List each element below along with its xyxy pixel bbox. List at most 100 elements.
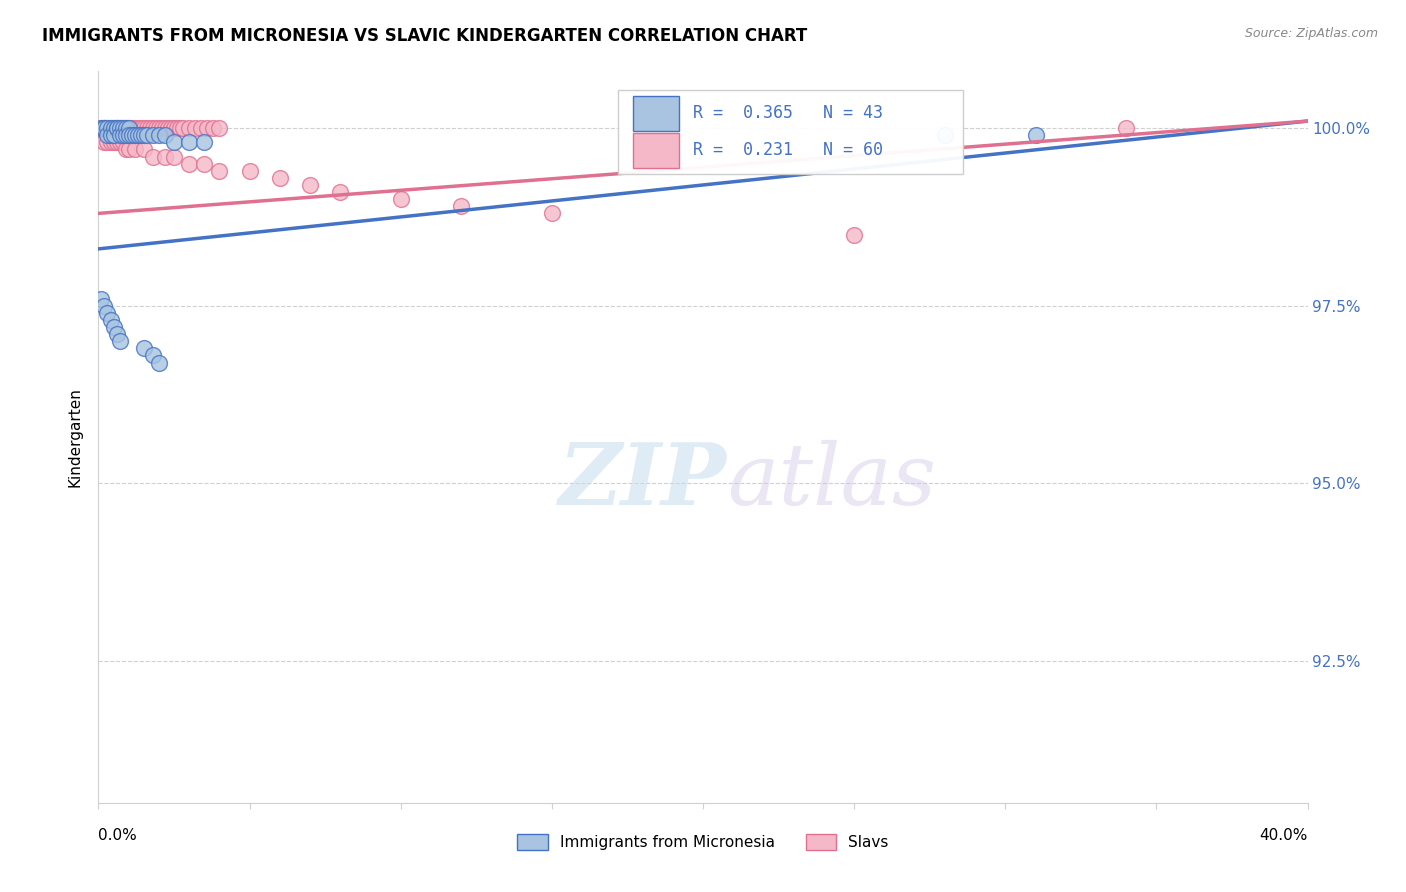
Point [90, 292, 112, 306]
Point [389, 192, 412, 206]
Point [124, 143, 146, 157]
Point [269, 170, 291, 185]
Point [132, 121, 155, 136]
Point [239, 163, 262, 178]
Point [160, 121, 183, 136]
Text: 0.0%: 0.0% [98, 828, 138, 843]
Point [129, 128, 152, 143]
Point [108, 121, 131, 136]
Point [934, 128, 956, 143]
Point [108, 334, 131, 349]
Point [193, 156, 215, 170]
Point [93, 136, 115, 150]
Point [163, 136, 186, 150]
Point [118, 128, 141, 143]
Point [124, 121, 146, 136]
Bar [633, 133, 679, 168]
Point [103, 136, 125, 150]
Point [93, 121, 115, 136]
Point [121, 121, 143, 136]
Point [121, 128, 143, 143]
Point [142, 150, 165, 164]
Point [118, 121, 141, 136]
Point [153, 121, 176, 136]
Point [172, 121, 194, 136]
Point [114, 143, 136, 157]
Point [93, 299, 115, 313]
Point [135, 121, 157, 136]
Point [179, 156, 201, 170]
Legend: Immigrants from Micronesia, Slavs: Immigrants from Micronesia, Slavs [517, 834, 889, 850]
Point [299, 178, 322, 192]
Point [132, 128, 155, 143]
Point [148, 121, 170, 136]
Point [118, 143, 141, 157]
Point [118, 121, 141, 136]
Point [93, 121, 115, 136]
Point [105, 327, 128, 342]
FancyBboxPatch shape [619, 90, 963, 174]
Point [148, 128, 170, 143]
Point [100, 128, 122, 143]
Point [114, 128, 136, 143]
Point [148, 355, 170, 369]
Point [96, 128, 118, 143]
Point [540, 206, 562, 220]
Point [202, 121, 225, 136]
Point [179, 136, 201, 150]
Point [100, 121, 122, 136]
Point [150, 121, 173, 136]
Point [114, 121, 136, 136]
Point [96, 306, 118, 320]
Text: IMMIGRANTS FROM MICRONESIA VS SLAVIC KINDERGARTEN CORRELATION CHART: IMMIGRANTS FROM MICRONESIA VS SLAVIC KIN… [42, 27, 807, 45]
Point [100, 313, 122, 327]
Point [90, 121, 112, 136]
Point [100, 121, 122, 136]
Point [129, 121, 152, 136]
Point [105, 121, 128, 136]
Point [142, 128, 165, 143]
Point [153, 128, 176, 143]
Point [1115, 121, 1137, 136]
Point [90, 121, 112, 136]
Point [184, 121, 207, 136]
Point [100, 136, 122, 150]
Point [103, 121, 125, 136]
Point [96, 121, 118, 136]
Point [127, 128, 149, 143]
Point [166, 121, 188, 136]
Point [111, 128, 134, 143]
Bar [633, 95, 679, 131]
Point [190, 121, 212, 136]
Point [193, 136, 215, 150]
Point [105, 121, 128, 136]
Point [114, 121, 136, 136]
Point [142, 121, 165, 136]
Point [163, 150, 186, 164]
Point [132, 143, 155, 157]
Text: Source: ZipAtlas.com: Source: ZipAtlas.com [1244, 27, 1378, 40]
Point [163, 121, 186, 136]
Point [96, 121, 118, 136]
Point [103, 320, 125, 334]
Point [105, 136, 128, 150]
Point [108, 121, 131, 136]
Text: 40.0%: 40.0% [1260, 828, 1308, 843]
Point [135, 128, 157, 143]
Point [179, 121, 201, 136]
Text: R =  0.231   N = 60: R = 0.231 N = 60 [693, 141, 883, 159]
Point [1024, 128, 1046, 143]
Point [195, 121, 218, 136]
Text: ZIP: ZIP [560, 439, 727, 523]
Point [111, 121, 134, 136]
Text: atlas: atlas [727, 440, 936, 523]
Point [169, 121, 191, 136]
Point [105, 121, 128, 136]
Point [111, 136, 134, 150]
Point [111, 121, 134, 136]
Point [142, 348, 165, 362]
Point [156, 121, 179, 136]
Point [93, 121, 115, 136]
Point [208, 121, 231, 136]
Y-axis label: Kindergarten: Kindergarten [67, 387, 83, 487]
